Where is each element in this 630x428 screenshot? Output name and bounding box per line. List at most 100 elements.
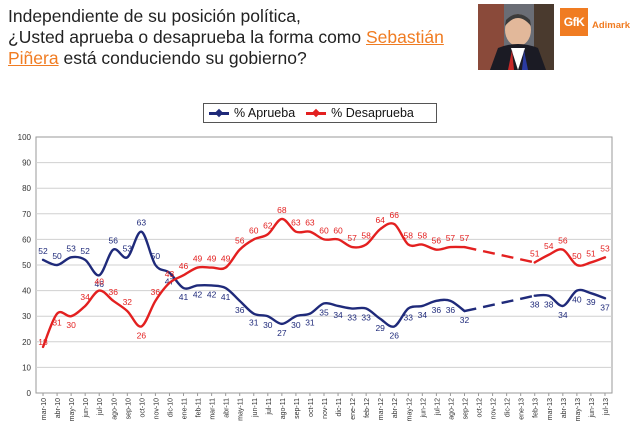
series-line-aprueba <box>41 230 466 328</box>
x-tick-label: mar-12 <box>378 398 385 420</box>
y-tick-label: 0 <box>27 389 32 398</box>
data-label-aprueba: 52 <box>38 246 48 256</box>
data-label-desaprueba: 63 <box>305 218 315 228</box>
data-label-aprueba: 50 <box>151 251 161 261</box>
chart-legend: % Aprueba % Desaprueba <box>203 103 437 123</box>
data-label-desaprueba: 56 <box>558 236 568 246</box>
data-label-desaprueba: 18 <box>38 337 48 347</box>
data-label-aprueba: 30 <box>263 320 273 330</box>
x-tick-label: jul-13 <box>603 398 610 416</box>
x-tick-label: jul-10 <box>97 398 104 416</box>
x-tick-label: may-13 <box>575 398 582 421</box>
data-label-aprueba: 41 <box>179 292 189 302</box>
x-tick-label: ago-12 <box>448 398 455 420</box>
president-photo <box>478 4 554 70</box>
x-tick-label: dic-11 <box>336 398 343 417</box>
data-label-desaprueba: 49 <box>221 254 231 264</box>
x-tick-label: ago-10 <box>111 398 118 420</box>
y-tick-label: 90 <box>22 159 31 168</box>
data-label-desaprueba: 34 <box>80 292 90 302</box>
x-tick-label: ene-12 <box>350 398 357 420</box>
data-label-aprueba: 27 <box>277 328 287 338</box>
x-tick-label: dic-10 <box>167 398 174 417</box>
data-label-aprueba: 36 <box>446 305 456 315</box>
title-line-3: Piñera está conduciendo su gobierno? <box>8 48 470 69</box>
y-tick-label: 80 <box>22 184 31 193</box>
x-tick-label: nov-10 <box>153 398 160 420</box>
data-label-aprueba: 39 <box>586 297 596 307</box>
data-label-aprueba: 42 <box>193 289 203 299</box>
data-label-aprueba: 40 <box>572 295 582 305</box>
title-line-1: Independiente de su posición política, <box>8 6 301 26</box>
title-question-end: está conduciendo su gobierno? <box>63 48 307 68</box>
data-label-desaprueba: 49 <box>193 254 203 264</box>
data-label-desaprueba: 56 <box>432 236 442 246</box>
x-tick-label: sep-11 <box>294 398 301 419</box>
data-label-desaprueba: 57 <box>347 233 357 243</box>
data-label-desaprueba: 57 <box>446 233 456 243</box>
legend-swatch-desaprueba <box>306 108 327 117</box>
legend-label-desaprueba: % Desaprueba <box>331 106 414 120</box>
x-tick-label: oct-11 <box>308 398 315 417</box>
data-label-desaprueba: 63 <box>291 218 301 228</box>
data-label-aprueba: 36 <box>235 305 245 315</box>
y-tick-label: 30 <box>22 312 31 321</box>
y-tick-label: 50 <box>22 261 31 270</box>
x-tick-label: feb-11 <box>196 398 203 417</box>
title-line-2: ¿Usted aprueba o desaprueba la forma com… <box>8 27 470 48</box>
data-label-aprueba: 41 <box>221 292 231 302</box>
data-label-desaprueba: 60 <box>333 225 343 235</box>
data-label-desaprueba: 56 <box>235 236 245 246</box>
data-label-desaprueba: 57 <box>460 233 470 243</box>
x-tick-label: abr-13 <box>561 398 568 418</box>
x-tick-label: jun-13 <box>589 398 596 419</box>
chart-title: Independiente de su posición política, ¿… <box>8 6 470 69</box>
name-link-first[interactable]: Sebastián <box>366 27 444 47</box>
data-label-aprueba: 30 <box>291 320 301 330</box>
data-label-desaprueba: 49 <box>207 254 217 264</box>
x-tick-label: abr-12 <box>392 398 399 418</box>
x-tick-label: nov-12 <box>491 398 498 420</box>
y-tick-label: 20 <box>22 338 31 347</box>
y-tick-label: 40 <box>22 287 31 296</box>
x-tick-label: sep-10 <box>125 398 132 420</box>
data-label-aprueba: 33 <box>347 313 357 323</box>
x-tick-label: oct-12 <box>477 398 484 418</box>
data-label-desaprueba: 31 <box>52 318 62 328</box>
data-label-aprueba: 38 <box>530 300 540 310</box>
x-tick-label: ene-13 <box>519 398 526 420</box>
x-tick-label: jun-10 <box>83 398 90 419</box>
data-label-aprueba: 56 <box>109 236 119 246</box>
data-label-desaprueba: 58 <box>418 231 428 241</box>
data-label-aprueba: 32 <box>460 315 470 325</box>
y-tick-label: 70 <box>22 210 31 219</box>
data-label-desaprueba: 53 <box>600 243 610 253</box>
legend-label-aprueba: % Aprueba <box>234 106 296 120</box>
data-label-aprueba: 46 <box>94 279 104 289</box>
x-tick-label: sep-12 <box>462 398 469 420</box>
data-label-aprueba: 50 <box>52 251 62 261</box>
data-label-desaprueba: 36 <box>109 287 119 297</box>
legend-swatch-aprueba <box>209 108 229 117</box>
x-tick-label: jun-11 <box>252 398 259 418</box>
name-link-last[interactable]: Piñera <box>8 48 59 68</box>
x-tick-label: feb-12 <box>364 398 371 418</box>
data-label-aprueba: 38 <box>544 300 554 310</box>
data-label-desaprueba: 51 <box>530 248 540 258</box>
y-tick-label: 60 <box>22 235 31 244</box>
data-label-desaprueba: 68 <box>277 205 287 215</box>
data-label-aprueba: 34 <box>418 310 428 320</box>
x-tick-label: oct-10 <box>139 398 146 418</box>
x-tick-label: nov-11 <box>322 398 329 419</box>
data-label-aprueba: 42 <box>207 289 217 299</box>
series-line-aprueba <box>533 288 607 308</box>
x-tick-label: jul-12 <box>434 398 441 416</box>
x-tick-label: mar-13 <box>547 398 554 420</box>
series-line-desaprueba <box>533 248 607 267</box>
data-label-desaprueba: 43 <box>165 269 175 279</box>
title-question: ¿Usted aprueba o desaprueba la forma com… <box>8 27 362 47</box>
data-label-desaprueba: 58 <box>404 231 414 241</box>
data-label-desaprueba: 50 <box>572 251 582 261</box>
x-tick-label: may-10 <box>69 398 76 421</box>
x-tick-label: abr-11 <box>224 398 231 418</box>
